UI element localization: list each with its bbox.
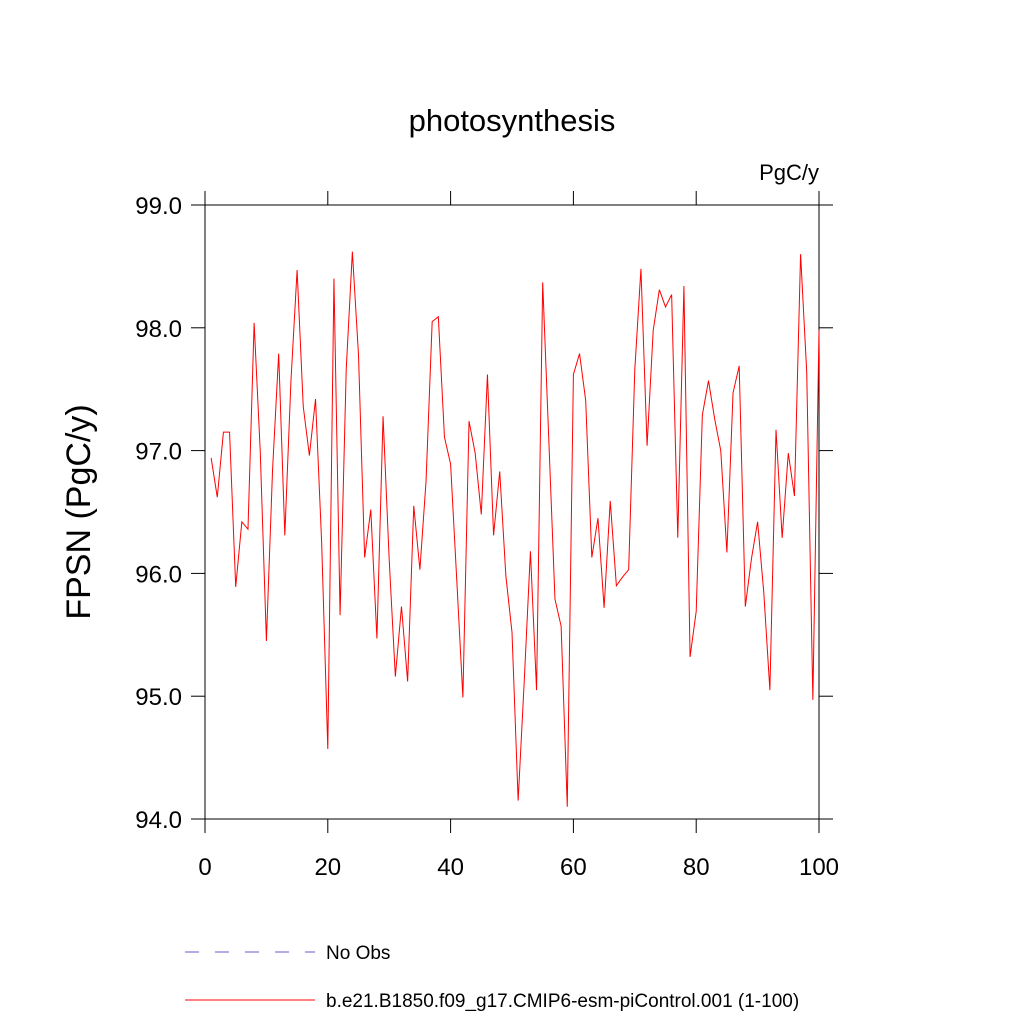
y-tick-label: 96.0 xyxy=(135,561,182,588)
y-tick-label: 99.0 xyxy=(135,193,182,220)
y-tick-label: 98.0 xyxy=(135,316,182,343)
x-tick-label: 40 xyxy=(437,854,464,881)
y-axis-label: FPSN (PgC/y) xyxy=(60,404,98,619)
legend-label: b.e21.B1850.f09_g17.CMIP6-esm-piControl.… xyxy=(326,991,799,1012)
x-tick-label: 60 xyxy=(560,854,587,881)
y-tick-label: 94.0 xyxy=(135,807,182,834)
x-tick-label: 100 xyxy=(799,854,839,881)
chart-title: photosynthesis xyxy=(409,103,616,138)
y-tick-label: 97.0 xyxy=(135,439,182,466)
y-tick-label: 95.0 xyxy=(135,684,182,711)
x-tick-label: 80 xyxy=(683,854,710,881)
units-label: PgC/y xyxy=(759,160,819,185)
x-tick-label: 20 xyxy=(314,854,341,881)
legend-label: No Obs xyxy=(326,943,390,964)
series-line xyxy=(210,251,820,807)
x-tick-label: 0 xyxy=(198,854,211,881)
plot-frame xyxy=(204,204,820,820)
